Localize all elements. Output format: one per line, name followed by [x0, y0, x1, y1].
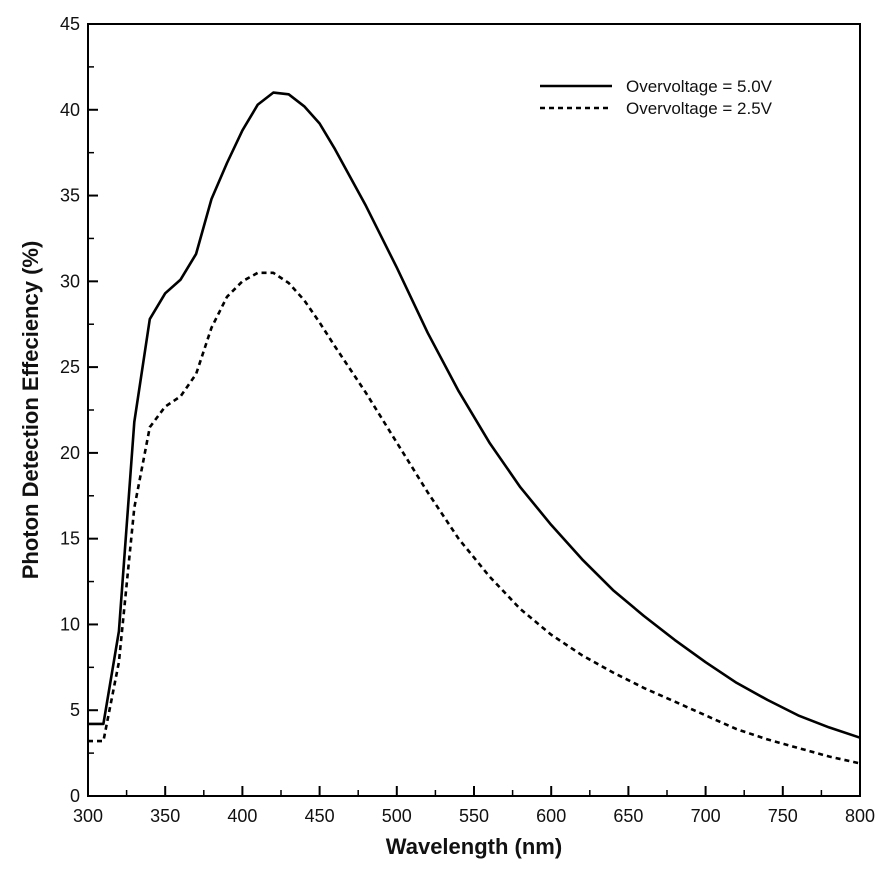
y-tick-label: 25 [60, 357, 80, 377]
series-layer [88, 91, 861, 765]
series-line-1 [88, 91, 861, 739]
x-tick-label: 600 [536, 806, 566, 826]
x-tick-label: 700 [691, 806, 721, 826]
x-tick-label: 800 [845, 806, 875, 826]
y-tick-label: 10 [60, 614, 80, 634]
x-tick-label: 750 [768, 806, 798, 826]
series-line-2 [88, 271, 861, 765]
legend-label-1: Overvoltage = 5.0V [626, 77, 773, 96]
x-axis-title: Wavelength (nm) [386, 834, 562, 859]
y-tick-label: 45 [60, 14, 80, 34]
x-tick-label: 350 [150, 806, 180, 826]
x-tick-label: 650 [613, 806, 643, 826]
plot-frame [87, 23, 861, 797]
x-tick-label: 400 [227, 806, 257, 826]
y-tick-label: 0 [70, 786, 80, 806]
x-tick-label: 500 [382, 806, 412, 826]
y-tick-label: 40 [60, 100, 80, 120]
y-tick-label: 35 [60, 186, 80, 206]
x-tick-label: 550 [459, 806, 489, 826]
ticks-layer: 300 350 400 450 500 550 600 650 700 750 800 0 5 10 15 2… [60, 14, 875, 826]
y-axis-title: Photon Detection Effeciency (%) [18, 241, 43, 580]
legend-label-2: Overvoltage = 2.5V [626, 99, 773, 118]
y-tick-label: 5 [70, 700, 80, 720]
x-tick-label: 450 [305, 806, 335, 826]
y-tick-label: 20 [60, 443, 80, 463]
y-tick-label: 30 [60, 271, 80, 291]
y-tick-label: 15 [60, 529, 80, 549]
legend: Overvoltage = 5.0V Overvoltage = 2.5V [540, 77, 773, 118]
x-tick-label: 300 [73, 806, 103, 826]
